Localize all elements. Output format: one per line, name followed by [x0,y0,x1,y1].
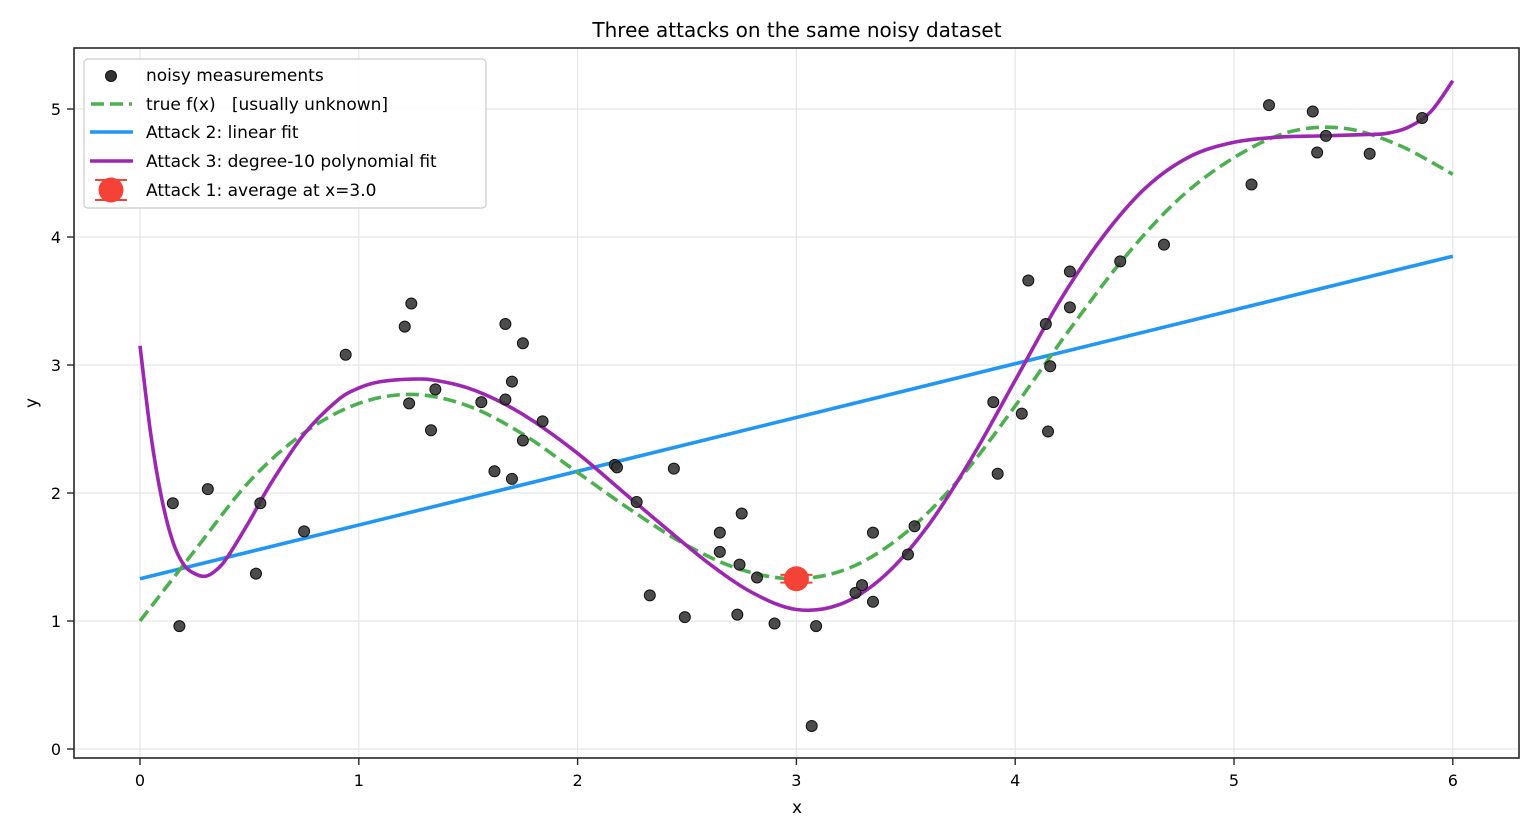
y-tick-label: 5 [51,100,61,119]
y-tick-label: 1 [51,612,61,631]
data-point [991,467,1004,480]
x-tick-label: 1 [354,771,364,790]
y-axis-ticks: 0 1 2 3 4 5 [51,100,74,759]
data-point [1015,407,1028,420]
data-point [1063,265,1076,278]
data-point [201,483,214,496]
y-tick-label: 2 [51,484,61,503]
data-point [1114,255,1127,268]
data-point [1042,425,1055,438]
y-tick-label: 0 [51,740,61,759]
legend-label: true f(x) [usually unknown] [146,95,388,115]
data-point [713,526,726,539]
data-point [643,589,656,602]
x-tick-label: 3 [791,771,801,790]
legend-label: Attack 3: degree-10 polynomial fit [146,152,437,172]
x-tick-label: 4 [1010,771,1020,790]
data-point [630,495,643,508]
data-point [1044,360,1057,373]
data-point [429,383,442,396]
data-point [1306,105,1319,118]
y-tick-label: 4 [51,228,61,247]
linear-fit-line [139,254,1454,581]
x-axis-ticks: 0 1 2 3 4 5 6 [135,758,1458,790]
data-point [488,465,501,478]
data-point [1063,301,1076,314]
plot-area [138,79,1455,732]
data-point [805,719,818,732]
x-axis-label: x [792,798,802,818]
data-point [1363,147,1376,160]
legend-label: Attack 1: average at x=3.0 [146,181,376,201]
data-point [249,567,262,580]
y-tick-label: 3 [51,356,61,375]
x-tick-label: 6 [1448,771,1458,790]
legend-box [83,58,487,209]
data-point [856,579,869,592]
data-point [166,497,179,510]
data-point [405,297,418,310]
data-point [475,396,488,409]
data-point [1416,111,1429,124]
legend-item: Attack 1: average at x=3.0 [95,177,376,203]
chart-title: Three attacks on the same noisy dataset [591,18,1001,42]
data-point [849,586,862,599]
legend-label: noisy measurements [146,66,324,86]
polynomial-fit-line [138,79,1455,613]
data-point [1157,238,1170,251]
legend-item: Attack 2: linear fit [90,123,299,143]
x-tick-label: 5 [1229,771,1239,790]
data-point [731,608,744,621]
legend-average-marker-icon [98,177,124,203]
data-point [610,461,623,474]
data-point [1039,318,1052,331]
x-tick-label: 2 [573,771,583,790]
data-point [866,526,879,539]
data-point [908,520,921,533]
data-point [425,424,438,437]
data-point [499,318,512,331]
data-point [1245,178,1258,191]
y-axis-label: y [22,398,42,408]
data-point [254,497,267,510]
data-point [1022,274,1035,287]
legend-marker-icon [105,70,117,82]
data-point [713,545,726,558]
data-point [298,525,311,538]
data-point [667,462,680,475]
data-point [403,397,416,410]
legend-item: Attack 3: degree-10 polynomial fit [90,152,437,172]
data-point [516,434,529,447]
data-point [1263,99,1276,112]
data-point [1319,129,1332,142]
data-point [678,611,691,624]
data-point [398,320,411,333]
data-point [173,620,186,633]
x-tick-label: 0 [135,771,145,790]
data-point [751,571,764,584]
data-point [536,415,549,428]
data-point [810,620,823,633]
legend: noisy measurements true f(x) [usually unk… [83,58,487,209]
data-point [505,375,518,388]
data-point [733,558,746,571]
data-point [499,393,512,406]
data-point [866,595,879,608]
legend-item: noisy measurements [105,66,324,86]
data-point [516,337,529,350]
data-point [735,507,748,520]
data-point [987,396,1000,409]
data-point [901,548,914,561]
average-marker [783,566,809,592]
legend-item: true f(x) [usually unknown] [91,95,388,115]
data-point [339,348,352,361]
data-point [768,617,781,630]
legend-label: Attack 2: linear fit [146,123,299,143]
data-point [505,472,518,485]
data-point [1311,146,1324,159]
